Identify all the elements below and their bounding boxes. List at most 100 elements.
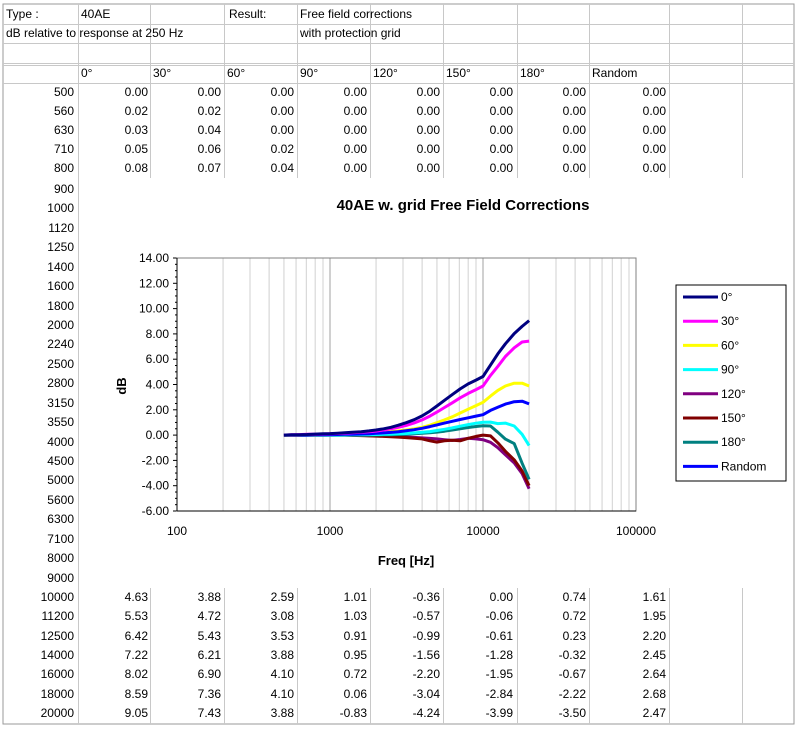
row-frequency[interactable]: 4000 [47,434,74,449]
table-cell[interactable]: 1.01 [343,590,367,604]
table-cell[interactable]: -1.95 [485,667,513,682]
row-frequency[interactable]: 20000 [40,705,74,720]
table-cell[interactable]: 0.00 [489,123,513,137]
table-cell[interactable]: 0.91 [343,628,367,643]
table-cell[interactable]: -0.06 [485,609,513,624]
table-cell[interactable]: 0.95 [343,647,367,662]
table-cell[interactable]: 0.00 [416,123,440,137]
table-cell[interactable]: -2.84 [485,686,513,701]
table-cell[interactable]: 0.04 [197,123,221,137]
row-frequency[interactable]: 3550 [47,415,74,430]
row-frequency[interactable]: 11200 [41,609,74,624]
table-cell[interactable]: 2.59 [270,590,294,604]
table-cell[interactable]: 0.00 [343,142,367,156]
table-cell[interactable]: 0.05 [124,142,148,156]
table-cell[interactable]: 0.00 [343,123,367,137]
result-label[interactable]: Result: [229,7,267,21]
type-label[interactable]: Type : [6,7,39,21]
table-cell[interactable]: -1.56 [412,647,440,662]
table-cell[interactable]: 0.06 [197,142,221,156]
table-cell[interactable]: 4.63 [124,590,148,604]
table-cell[interactable]: 0.74 [562,590,586,604]
column-header[interactable]: 0° [81,66,93,80]
table-cell[interactable]: -0.57 [412,609,440,624]
row-frequency[interactable]: 800 [53,161,74,175]
table-cell[interactable]: 0.00 [489,161,513,175]
result-value[interactable]: Free field corrections [300,7,413,21]
table-cell[interactable]: 4.72 [197,609,221,624]
table-cell[interactable]: 0.00 [343,104,367,118]
table-cell[interactable]: 0.00 [562,161,586,175]
table-cell[interactable]: 0.00 [489,104,513,118]
table-cell[interactable]: 0.72 [343,667,367,682]
column-header[interactable]: 120° [373,66,398,80]
row-frequency[interactable]: 710 [53,142,74,156]
table-cell[interactable]: 0.02 [197,104,221,118]
table-cell[interactable]: 0.00 [489,85,513,99]
table-cell[interactable]: 0.00 [270,104,294,118]
table-cell[interactable]: 0.00 [489,590,513,604]
row-frequency[interactable]: 3150 [47,395,74,410]
table-cell[interactable]: 0.00 [416,85,440,99]
table-cell[interactable]: 0.23 [562,628,586,643]
table-cell[interactable]: 4.10 [270,686,294,701]
row-frequency[interactable]: 560 [53,104,74,118]
table-cell[interactable]: 0.06 [343,686,367,701]
table-cell[interactable]: 0.00 [343,85,367,99]
table-cell[interactable]: 2.68 [642,686,666,701]
table-cell[interactable]: -0.99 [412,628,440,643]
row-frequency[interactable]: 14000 [40,647,74,662]
table-cell[interactable]: 3.53 [270,628,294,643]
row-frequency[interactable]: 12500 [40,628,74,643]
column-header[interactable]: 90° [300,66,319,80]
row-frequency[interactable]: 6300 [47,512,74,527]
table-cell[interactable]: -3.04 [412,686,440,701]
column-header[interactable]: 60° [227,66,246,80]
table-cell[interactable]: 8.59 [124,686,148,701]
table-cell[interactable]: 0.00 [562,104,586,118]
table-cell[interactable]: -0.61 [485,628,513,643]
table-cell[interactable]: 0.00 [343,161,367,175]
table-cell[interactable]: 0.00 [642,104,666,118]
row-frequency[interactable]: 5000 [47,473,74,488]
table-cell[interactable]: 0.04 [270,161,294,175]
row-frequency[interactable]: 1120 [48,220,74,235]
column-header[interactable]: Random [592,66,638,80]
table-cell[interactable]: -0.36 [412,590,440,604]
table-cell[interactable]: 0.72 [562,609,586,624]
table-cell[interactable]: 1.95 [642,609,666,624]
table-cell[interactable]: 0.00 [197,85,221,99]
row-frequency[interactable]: 18000 [40,686,74,701]
table-cell[interactable]: -4.24 [412,705,440,720]
result-detail[interactable]: with protection grid [300,26,401,40]
table-cell[interactable]: 0.00 [270,123,294,137]
row-frequency[interactable]: 1000 [47,201,74,216]
table-cell[interactable]: -2.20 [412,667,440,682]
table-cell[interactable]: 7.22 [124,647,148,662]
table-cell[interactable]: 6.42 [124,628,148,643]
row-frequency[interactable]: 630 [53,123,74,137]
table-cell[interactable]: 9.05 [124,705,148,720]
table-cell[interactable]: 0.00 [416,142,440,156]
column-header[interactable]: 180° [520,66,545,80]
table-cell[interactable]: 8.02 [124,667,148,682]
row-frequency[interactable]: 500 [53,85,74,99]
table-cell[interactable]: -3.99 [485,705,513,720]
table-cell[interactable]: 3.88 [270,647,294,662]
table-cell[interactable]: 0.03 [124,123,148,137]
table-cell[interactable]: 2.64 [642,667,666,682]
table-cell[interactable]: -1.28 [485,647,513,662]
column-header[interactable]: 30° [153,66,172,80]
table-cell[interactable]: -2.22 [558,686,586,701]
table-cell[interactable]: 6.90 [197,667,221,682]
table-cell[interactable]: 3.88 [197,590,221,604]
row-frequency[interactable]: 4500 [47,454,74,468]
row-frequency[interactable]: 16000 [40,667,74,682]
table-cell[interactable]: 3.08 [270,609,294,624]
table-cell[interactable]: 0.00 [489,142,513,156]
row-frequency[interactable]: 8000 [47,551,74,566]
table-cell[interactable]: 1.03 [343,609,367,624]
row-frequency[interactable]: 2500 [47,356,74,371]
row-frequency[interactable]: 1250 [47,240,74,255]
table-cell[interactable]: 0.00 [124,85,148,99]
